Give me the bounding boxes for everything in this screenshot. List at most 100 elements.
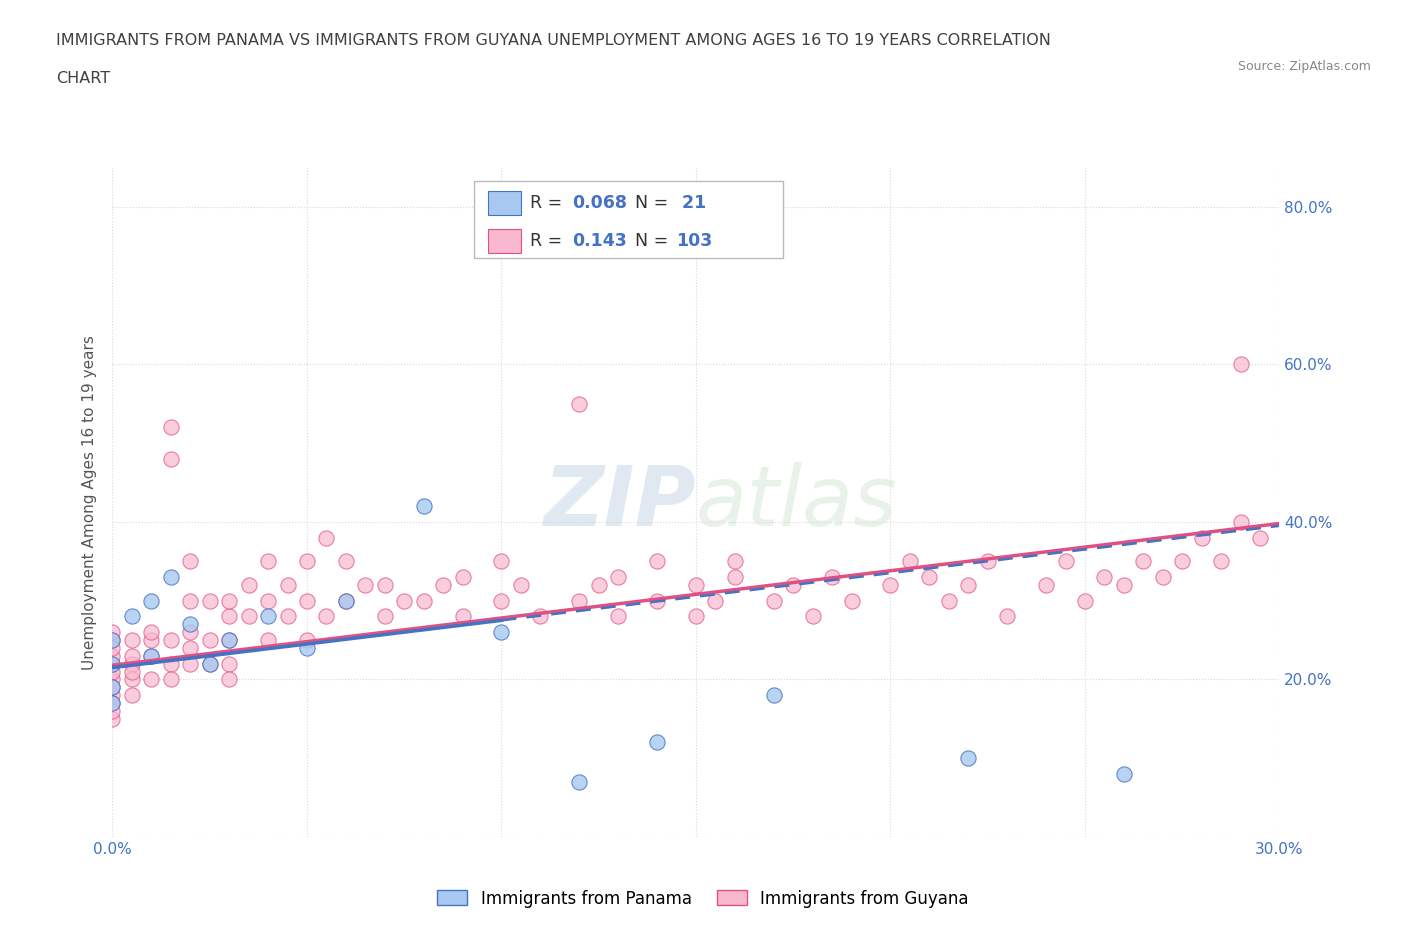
Point (160, 672, 183, 687)
Point (218, 632, 240, 647)
Point (724, 554, 747, 569)
Point (238, 609, 260, 624)
Point (995, 609, 1018, 624)
Point (101, 696, 124, 711)
Point (218, 593, 240, 608)
Point (588, 578, 610, 592)
Point (141, 648, 163, 663)
Point (121, 672, 143, 687)
Point (101, 641, 124, 656)
FancyBboxPatch shape (474, 180, 783, 258)
Point (101, 696, 124, 711)
Text: Source: ZipAtlas.com: Source: ZipAtlas.com (1237, 60, 1371, 73)
Point (101, 657, 124, 671)
Point (257, 632, 280, 647)
Text: CHART: CHART (56, 71, 110, 86)
Point (451, 569, 474, 584)
Text: ZIP: ZIP (543, 461, 696, 543)
Point (238, 578, 260, 592)
Point (645, 735, 668, 750)
Point (491, 554, 513, 569)
Point (101, 672, 124, 687)
Point (529, 609, 551, 624)
Point (568, 396, 591, 411)
Point (218, 672, 240, 687)
Point (1209, 554, 1232, 569)
Point (782, 578, 804, 592)
Point (101, 680, 124, 695)
Point (607, 609, 630, 624)
Point (685, 578, 707, 592)
Point (841, 593, 863, 608)
Point (1229, 514, 1251, 529)
Text: R =: R = (530, 194, 568, 212)
Point (898, 554, 921, 569)
Point (315, 530, 337, 545)
Point (354, 578, 377, 592)
Point (1035, 578, 1057, 592)
Text: 21: 21 (676, 194, 706, 212)
Point (645, 593, 668, 608)
Point (704, 593, 727, 608)
Text: IMMIGRANTS FROM PANAMA VS IMMIGRANTS FROM GUYANA UNEMPLOYMENT AMONG AGES 16 TO 1: IMMIGRANTS FROM PANAMA VS IMMIGRANTS FRO… (56, 33, 1052, 47)
Point (335, 554, 357, 569)
Point (568, 593, 591, 608)
Point (335, 593, 357, 608)
Point (879, 578, 901, 592)
Point (1152, 569, 1174, 584)
Point (412, 593, 434, 608)
Point (1229, 357, 1251, 372)
Point (101, 680, 124, 695)
Point (257, 593, 280, 608)
Point (976, 554, 998, 569)
Point (821, 569, 844, 584)
Point (179, 554, 201, 569)
Point (257, 554, 280, 569)
Point (121, 657, 143, 671)
FancyBboxPatch shape (488, 191, 520, 215)
Point (1191, 530, 1213, 545)
Point (101, 648, 124, 663)
Point (276, 609, 298, 624)
Point (607, 569, 630, 584)
Point (101, 632, 124, 647)
Point (198, 657, 221, 671)
Point (315, 609, 337, 624)
Point (218, 632, 240, 647)
Point (198, 632, 221, 647)
Point (101, 657, 124, 671)
Point (101, 632, 124, 647)
Point (491, 593, 513, 608)
Point (762, 688, 785, 703)
Point (957, 578, 980, 592)
Point (218, 609, 240, 624)
Point (179, 617, 201, 631)
Point (121, 609, 143, 624)
Point (1074, 593, 1097, 608)
Point (160, 569, 183, 584)
Point (101, 688, 124, 703)
Point (957, 751, 980, 765)
Point (198, 593, 221, 608)
Point (335, 593, 357, 608)
Point (295, 593, 318, 608)
Point (762, 593, 785, 608)
Point (179, 593, 201, 608)
Point (141, 625, 163, 640)
Point (1249, 530, 1271, 545)
Point (1092, 569, 1115, 584)
Point (160, 451, 183, 466)
Point (295, 554, 318, 569)
Point (295, 641, 318, 656)
Point (918, 569, 941, 584)
Point (568, 775, 591, 790)
Point (1112, 766, 1135, 781)
Point (645, 554, 668, 569)
Point (141, 672, 163, 687)
Point (160, 420, 183, 435)
Point (101, 703, 124, 718)
Point (374, 609, 396, 624)
Point (160, 632, 183, 647)
Point (141, 632, 163, 647)
Text: 0.068: 0.068 (572, 194, 627, 212)
